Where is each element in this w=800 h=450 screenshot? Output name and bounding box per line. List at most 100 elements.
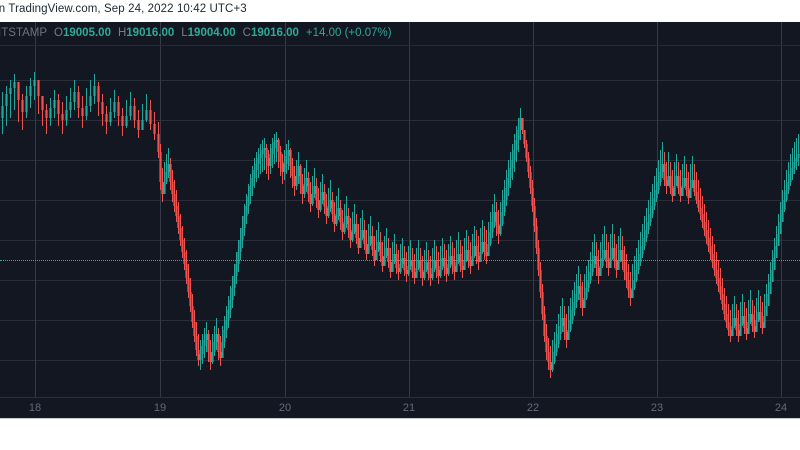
time-axis[interactable]: 18 19 20 21 22 23 24: [0, 397, 800, 419]
candle: [133, 98, 136, 128]
candle: [623, 246, 626, 280]
candle: [167, 148, 170, 178]
candle: [153, 112, 156, 140]
candle: [309, 182, 312, 212]
candle: [429, 256, 432, 286]
candle: [603, 226, 606, 260]
candle: [743, 302, 746, 334]
candle: [573, 282, 576, 316]
candle: [193, 310, 196, 342]
candle: [643, 216, 646, 250]
legend-high-key: H: [117, 27, 127, 39]
candle: [421, 256, 424, 286]
candle: [535, 218, 538, 254]
candle: [185, 250, 188, 284]
candle: [213, 326, 216, 356]
candle: [593, 234, 596, 268]
candle: [777, 214, 780, 246]
candle: [557, 314, 560, 348]
candle: [217, 328, 220, 360]
horizontal-gridline-3: [0, 200, 800, 201]
candle: [725, 296, 728, 328]
candle: [423, 250, 426, 280]
candle: [459, 240, 462, 272]
candle: [69, 88, 72, 118]
candle: [277, 138, 280, 168]
candle: [129, 92, 132, 120]
candle: [177, 202, 180, 234]
candle: [755, 298, 758, 332]
candle: [357, 224, 360, 254]
candle: [283, 150, 286, 180]
candle: [375, 230, 378, 260]
candle: [749, 290, 752, 324]
candle: [523, 130, 526, 148]
candle: [719, 268, 722, 300]
candle: [611, 224, 614, 260]
candle: [541, 284, 544, 320]
candle: [13, 74, 16, 110]
candle: [687, 172, 690, 204]
candle: [753, 306, 756, 338]
candle: [485, 230, 488, 264]
candle: [675, 154, 678, 186]
horizontal-gridline-1: [0, 120, 800, 121]
candle: [405, 252, 408, 282]
candle: [645, 208, 648, 242]
candle: [465, 230, 468, 262]
candle: [273, 134, 276, 164]
legend-symbol[interactable]: , BITSTAMP: [0, 27, 48, 39]
candle: [5, 86, 8, 126]
candle: [619, 228, 622, 262]
candle: [765, 284, 768, 316]
candle: [207, 330, 210, 362]
candle: [247, 184, 250, 214]
candle: [679, 170, 682, 202]
horizontal-gridline-4: [0, 240, 800, 241]
candle: [677, 162, 680, 194]
candle: [507, 160, 510, 196]
candle: [415, 248, 418, 278]
candle: [721, 278, 724, 310]
candle: [203, 328, 206, 358]
candle: [621, 236, 624, 270]
candle: [633, 256, 636, 290]
candle: [545, 324, 548, 360]
bottom-white-strip: [0, 419, 800, 450]
chart-panel[interactable]: , BITSTAMPO19005.00H19016.00L19004.00C19…: [0, 22, 800, 419]
candle: [145, 94, 148, 122]
candle: [149, 100, 152, 130]
candle: [89, 80, 92, 112]
candle: [625, 254, 628, 288]
candle: [61, 102, 64, 134]
candle: [365, 230, 368, 260]
candle: [169, 158, 172, 190]
candle: [297, 152, 300, 184]
chart-legend[interactable]: , BITSTAMPO19005.00H19016.00L19004.00C19…: [0, 22, 800, 45]
candle: [157, 122, 160, 158]
candle: [411, 248, 414, 278]
candle: [763, 294, 766, 328]
candle: [317, 188, 320, 218]
candle: [595, 242, 598, 276]
candle: [543, 306, 546, 342]
candlestick-series[interactable]: [0, 22, 800, 397]
candle: [489, 212, 492, 246]
candle: [187, 264, 190, 298]
candle: [477, 236, 480, 270]
candle: [105, 106, 108, 134]
candle: [97, 82, 100, 116]
candle: [303, 168, 306, 198]
candle: [325, 194, 328, 224]
candle: [417, 240, 420, 270]
candle: [239, 228, 242, 260]
candle: [395, 244, 398, 274]
candle: [183, 238, 186, 270]
candle: [699, 188, 702, 220]
candle: [101, 94, 104, 126]
candle: [539, 262, 542, 298]
candle: [617, 236, 620, 270]
candle: [259, 144, 262, 174]
legend-high-value: 19016.00: [126, 27, 175, 39]
candle: [243, 204, 246, 236]
